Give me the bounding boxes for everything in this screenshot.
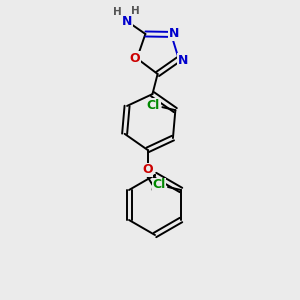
Text: Cl: Cl [152,178,166,191]
Text: H: H [131,6,140,16]
Text: O: O [130,52,140,65]
Text: O: O [142,164,153,176]
Text: N: N [122,16,133,28]
Text: N: N [169,27,179,40]
Text: Cl: Cl [147,99,160,112]
Text: N: N [178,54,188,67]
Text: H: H [113,7,122,17]
